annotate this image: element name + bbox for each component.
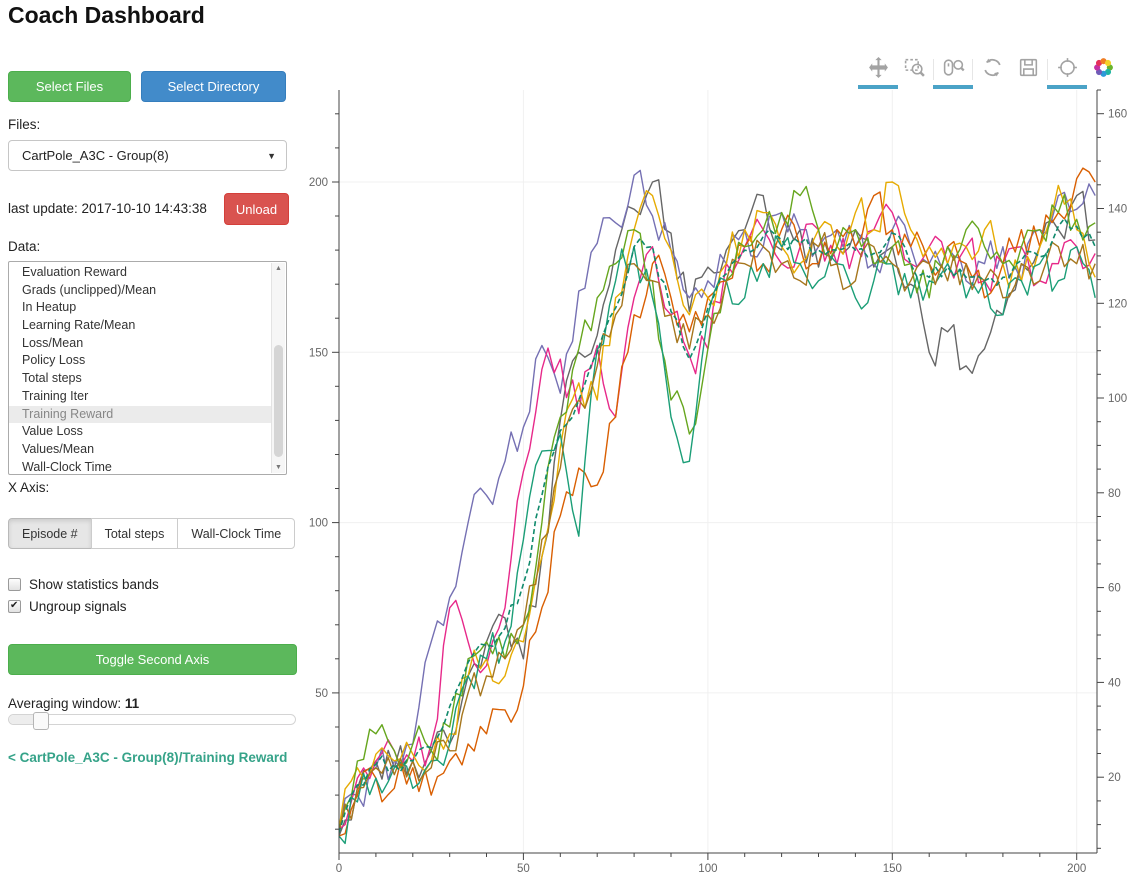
last-update-text: last update: 2017-10-10 14:43:38	[8, 201, 207, 216]
tool-pan-button[interactable]	[858, 56, 898, 89]
svg-text:120: 120	[1108, 298, 1127, 310]
svg-text:100: 100	[698, 863, 717, 875]
tool-save-button[interactable]	[1010, 56, 1046, 83]
data-list-option[interactable]: Training Reward	[9, 405, 272, 424]
data-list-option[interactable]: Value Loss	[22, 424, 83, 439]
svg-text:20: 20	[1108, 772, 1121, 784]
checkbox-ungroup-signals[interactable]: Ungroup signals	[8, 596, 159, 617]
data-list-option[interactable]: Policy Loss	[22, 353, 86, 368]
x-axis-option-total-steps[interactable]: Total steps	[90, 518, 179, 549]
data-list-option[interactable]: Evaluation Reward	[22, 265, 127, 279]
toolbar-separator	[933, 59, 934, 80]
files-label: Files:	[8, 117, 41, 132]
toolbar-separator	[1047, 59, 1048, 80]
x-axis-option-wall-clock-time[interactable]: Wall-Clock Time	[177, 518, 296, 549]
active-tool-underline	[933, 85, 973, 89]
scrollbar-thumb[interactable]	[273, 345, 283, 457]
data-list-option[interactable]: Loss/Mean	[22, 335, 84, 350]
data-list-option[interactable]: Grads (unclipped)/Mean	[22, 282, 157, 297]
svg-text:200: 200	[309, 177, 328, 189]
toggle-second-axis-button[interactable]: Toggle Second Axis	[8, 644, 297, 675]
files-select[interactable]: CartPole_A3C - Group(8) ▼	[8, 140, 287, 171]
active-tool-underline	[858, 85, 898, 89]
svg-text:160: 160	[1108, 109, 1127, 121]
tool-hover-button[interactable]	[1047, 56, 1087, 89]
x-axis-option-episode-[interactable]: Episode #	[8, 518, 92, 549]
box-zoom-icon	[903, 56, 926, 84]
data-list[interactable]: Evaluation Reward Grads (unclipped)/Mean I…	[8, 261, 287, 475]
checked-checkbox-icon[interactable]	[8, 600, 21, 613]
scroll-up-icon[interactable]: ▲	[275, 265, 282, 272]
checkbox-label: Ungroup signals	[29, 599, 127, 614]
wheel-zoom-icon	[942, 56, 965, 84]
svg-text:50: 50	[517, 863, 530, 875]
svg-text:80: 80	[1108, 488, 1121, 500]
data-label: Data:	[8, 239, 41, 254]
x-axis-label: X Axis:	[8, 480, 50, 495]
chevron-down-icon: ▼	[267, 150, 276, 161]
checkbox-label: Show statistics bands	[29, 577, 159, 592]
data-list-option[interactable]: Training Iter	[22, 388, 89, 403]
tool-wheel-zoom-button[interactable]	[933, 56, 973, 89]
svg-text:0: 0	[336, 863, 342, 875]
bokeh-logo[interactable]	[1085, 56, 1121, 83]
svg-text:100: 100	[1108, 393, 1127, 405]
averaging-window-slider[interactable]	[8, 711, 296, 730]
toolbar-separator	[972, 59, 973, 80]
svg-text:60: 60	[1108, 583, 1121, 595]
files-select-value: CartPole_A3C - Group(8)	[22, 148, 169, 163]
svg-text:200: 200	[1067, 863, 1086, 875]
svg-text:50: 50	[315, 688, 328, 700]
plot-canvas[interactable]: 50 100 150 200 20 40 60 80 100 120 140 160 0 50 100 150…	[300, 50, 1142, 881]
page-title: Coach Dashboard	[8, 2, 205, 28]
svg-text:140: 140	[1108, 204, 1127, 216]
plot-toolbar	[858, 56, 1121, 89]
unchecked-checkbox-icon[interactable]	[8, 578, 21, 591]
data-list-option[interactable]: In Heatup	[22, 300, 77, 315]
svg-text:100: 100	[309, 518, 328, 530]
scroll-down-icon[interactable]: ▼	[275, 464, 282, 471]
checkbox-show-statistics-bands[interactable]: Show statistics bands	[8, 574, 159, 595]
select-files-button[interactable]: Select Files	[8, 71, 131, 102]
data-list-option[interactable]: Wall-Clock Time	[22, 459, 112, 474]
data-list-scrollbar[interactable]: ▲ ▼	[271, 263, 285, 473]
tool-box-zoom-button[interactable]	[896, 56, 932, 83]
slider-thumb[interactable]	[33, 711, 49, 730]
data-list-option[interactable]: Values/Mean	[22, 441, 95, 456]
averaging-window-value: 11	[124, 696, 140, 711]
unload-button[interactable]: Unload	[224, 193, 289, 225]
svg-text:150: 150	[309, 347, 328, 359]
x-axis-toggle-group: Episode # Total steps Wall-Clock Time	[8, 518, 296, 549]
pan-icon	[867, 56, 890, 84]
breadcrumb-link[interactable]: < CartPole_A3C - Group(8)/Training Rewar…	[8, 750, 288, 765]
svg-text:150: 150	[883, 863, 902, 875]
data-list-option[interactable]: Learning Rate/Mean	[22, 318, 136, 333]
select-directory-button[interactable]: Select Directory	[141, 71, 286, 102]
svg-text:40: 40	[1108, 677, 1121, 689]
checkbox-group: Show statistics bands Ungroup signals	[8, 574, 159, 618]
bokeh-logo-icon	[1091, 55, 1116, 85]
tool-reset-button[interactable]	[974, 56, 1010, 83]
active-tool-underline	[1047, 85, 1087, 89]
hover-icon	[1056, 56, 1079, 84]
reset-icon	[981, 56, 1004, 84]
averaging-window-label: Averaging window: 11	[8, 696, 140, 711]
save-icon	[1017, 56, 1040, 84]
data-list-option[interactable]: Total steps	[22, 371, 82, 386]
